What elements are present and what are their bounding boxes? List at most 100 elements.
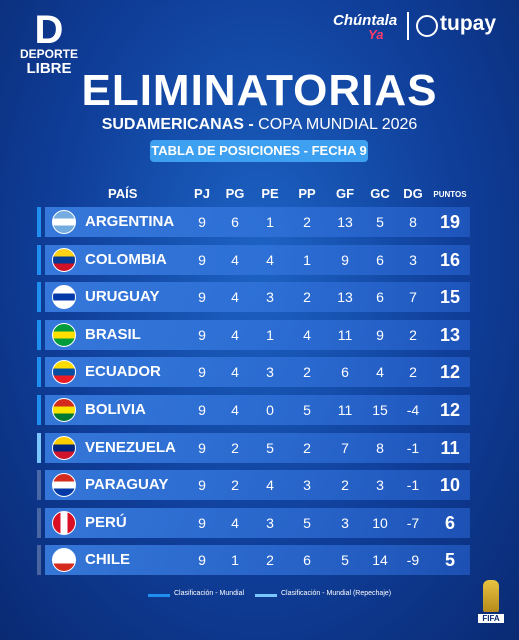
row-accent [37, 507, 41, 538]
row-background [45, 545, 470, 576]
stat: 9 [341, 251, 349, 268]
sponsor-icon [416, 15, 438, 37]
column-header: PE [261, 186, 279, 201]
legend-label: Clasificación - Mundial [174, 590, 245, 597]
logo-text: LIBRE [26, 60, 72, 77]
legend-label: Clasificación - Mundial (Repechaje) [281, 590, 392, 597]
points: 10 [439, 475, 461, 496]
team-name: PERÚ [85, 513, 127, 531]
row-background [45, 282, 470, 313]
logo-mark: D [34, 8, 64, 52]
stat: 9 [198, 326, 206, 343]
stat: 5 [376, 214, 384, 230]
stat: 1 [266, 326, 274, 343]
stat: 9 [198, 251, 206, 268]
row-background [45, 357, 470, 388]
stat: 2 [409, 364, 417, 381]
flag [52, 210, 76, 234]
stat: 9 [198, 552, 206, 569]
stat: 9 [198, 402, 206, 418]
points: 19 [439, 212, 461, 232]
team-name: CHILE [85, 551, 130, 569]
points: 12 [439, 400, 461, 420]
stat: 11 [337, 402, 353, 418]
stat: 2 [303, 289, 311, 306]
stat: 2 [303, 364, 311, 381]
column-header: PJ [194, 186, 210, 201]
stat: 3 [266, 289, 274, 306]
stat: 1 [266, 214, 274, 230]
sponsor-brand: tupay [440, 12, 497, 35]
stat: 2 [409, 326, 417, 343]
row-accent [37, 207, 41, 237]
team-name: ARGENTINA [85, 213, 175, 230]
row-accent [37, 395, 41, 425]
row-background [45, 207, 470, 237]
stat: 7 [409, 289, 417, 306]
flag [52, 398, 76, 422]
stat: 3 [376, 477, 384, 494]
badge: TABLA DE POSICIONES - FECHA 9 [150, 140, 368, 162]
flag [52, 360, 76, 385]
stat: 4 [231, 364, 239, 381]
stat: 0 [266, 402, 274, 418]
stat: 9 [198, 514, 206, 531]
subtitle: SUDAMERICANAS - COPA MUNDIAL 2026 [0, 116, 519, 134]
column-header: PP [298, 186, 316, 201]
column-header: PG [225, 186, 245, 201]
stat: 10 [372, 514, 388, 531]
stat: 6 [341, 364, 349, 381]
stat: 3 [409, 251, 417, 268]
column-header: GC [370, 186, 390, 201]
stat: 3 [266, 514, 274, 531]
stat: 9 [198, 439, 206, 456]
stat: 9 [198, 364, 206, 381]
stat: 9 [376, 326, 384, 343]
stat: 3 [341, 514, 349, 531]
flag [52, 473, 76, 498]
row-background [45, 244, 470, 275]
stat: 2 [303, 214, 311, 230]
stat: 6 [231, 214, 239, 230]
points: 12 [439, 362, 461, 383]
row-accent [37, 357, 41, 388]
stat: 13 [337, 214, 353, 230]
team-name: VENEZUELA [85, 438, 176, 456]
stat: 4 [266, 477, 274, 494]
team-name: BOLIVIA [85, 401, 146, 418]
row-background [45, 395, 470, 425]
stat: 4 [266, 251, 274, 268]
flag [52, 548, 76, 573]
column-header: PUNTOS [433, 190, 467, 199]
row-background [45, 319, 470, 350]
stat: 5 [341, 552, 349, 569]
sponsor-chuntala: Chúntala [333, 12, 398, 29]
flag [52, 247, 76, 272]
stat: 11 [337, 326, 353, 343]
points: 13 [439, 324, 461, 345]
stat: -9 [406, 552, 420, 569]
stat: 3 [303, 477, 311, 494]
stat: 4 [231, 326, 239, 343]
legend-swatch [148, 594, 170, 597]
stat: 6 [303, 552, 311, 569]
stat: 9 [198, 289, 206, 306]
row-accent [37, 470, 41, 501]
row-accent [37, 244, 41, 275]
stat: 5 [266, 439, 274, 456]
points: 6 [444, 512, 455, 533]
row-accent [37, 432, 41, 463]
stat: 14 [372, 552, 388, 569]
logo-text: DEPORTE [19, 47, 78, 61]
stat: 9 [198, 477, 206, 494]
title: ELIMINATORIAS [81, 66, 438, 115]
column-header: GF [335, 186, 355, 201]
stat: 6 [376, 289, 384, 306]
stat: 7 [341, 439, 349, 456]
stat: 15 [372, 402, 388, 418]
flag [52, 322, 76, 347]
stat: 4 [303, 326, 311, 343]
stat: 9 [198, 214, 206, 230]
divider [407, 12, 409, 40]
